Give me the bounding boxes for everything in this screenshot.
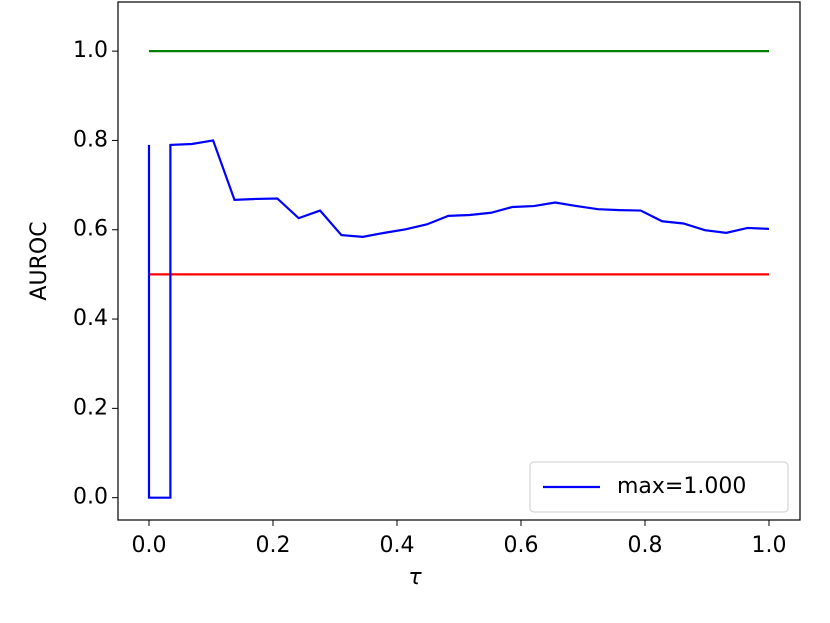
x-tick-label: 0.6 xyxy=(504,533,539,558)
x-tick-label: 0.4 xyxy=(380,533,415,558)
legend-box xyxy=(529,461,789,513)
y-tick-label: 0.0 xyxy=(73,485,108,510)
x-tick-label: 0.2 xyxy=(256,533,291,558)
y-tick-label: 0.8 xyxy=(73,127,108,152)
x-tick-label: 1.0 xyxy=(752,533,787,558)
y-tick-label: 0.2 xyxy=(73,395,108,420)
y-tick-label: 1.0 xyxy=(73,38,108,63)
y-tick-label: 0.6 xyxy=(73,217,108,242)
y-tick-label: 0.4 xyxy=(73,306,108,331)
legend-label: max=1.000 xyxy=(617,474,746,499)
y-axis-label: AUROC xyxy=(27,221,52,300)
x-axis-label: τ xyxy=(408,565,422,590)
x-tick-label: 0.8 xyxy=(628,533,663,558)
series-line xyxy=(147,139,770,499)
plot-frame xyxy=(117,1,801,521)
x-tick-label: 0.0 xyxy=(132,533,167,558)
